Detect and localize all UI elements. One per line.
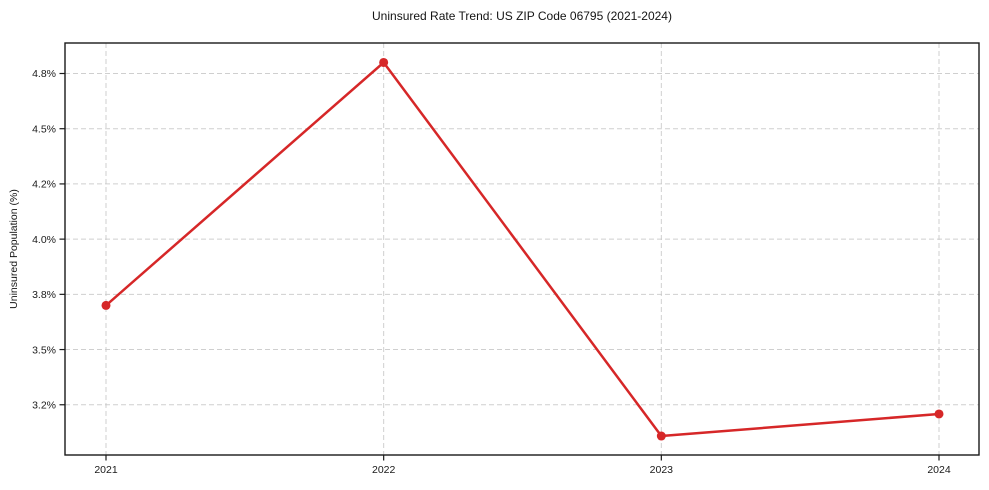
x-tick-label: 2023 [650,464,674,476]
data-point [379,57,389,67]
x-tick-label: 2024 [927,464,951,476]
y-tick-label: 3.8% [32,289,56,301]
axis-frame [64,42,980,456]
y-tick-label: 4.0% [32,234,56,246]
y-tick-label: 4.2% [32,179,56,191]
y-tick-label: 4.8% [32,68,56,80]
y-tick-label: 3.5% [32,344,56,356]
chart-title: Uninsured Rate Trend: US ZIP Code 06795 … [372,9,672,23]
x-tick-label: 2022 [372,464,396,476]
x-tick-label: 2021 [94,464,118,476]
y-tick-label: 3.2% [32,399,56,411]
data-point [101,300,111,310]
trend-line [104,61,941,438]
data-point [656,431,666,441]
y-tick-label: 4.5% [32,123,56,135]
data-point [934,409,944,419]
